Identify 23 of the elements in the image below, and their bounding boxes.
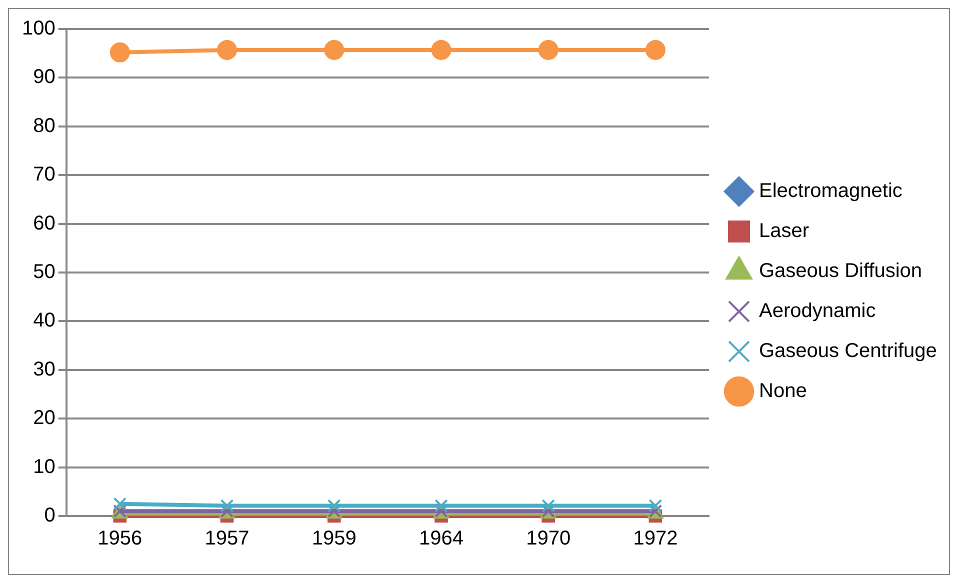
y-tick-label: 20: [33, 407, 56, 430]
legend-label: Electromagnetic: [759, 180, 902, 202]
y-tick-label: 30: [33, 358, 56, 380]
legend-label: Gaseous Centrifuge: [759, 340, 937, 362]
legend-label: Laser: [759, 220, 810, 242]
y-tick-label: 90: [33, 66, 56, 88]
y-tick-label: 70: [33, 164, 56, 186]
legend-label: Aerodynamic: [759, 300, 876, 322]
x-tick-label: 1970: [526, 528, 571, 550]
legend-label: None: [759, 380, 807, 402]
y-tick-label: 10: [33, 456, 56, 478]
legend-label: Gaseous Diffusion: [759, 260, 922, 282]
y-tick-label: 60: [33, 212, 56, 234]
x-tick-label: 1957: [204, 528, 250, 550]
x-tick-label: 1959: [312, 528, 356, 550]
x-tick-label: 1956: [98, 528, 142, 550]
y-tick-label: 0: [44, 504, 56, 527]
y-tick-label: 50: [33, 261, 56, 284]
y-tick-label: 100: [22, 18, 56, 40]
x-tick-label: 1964: [418, 528, 464, 550]
y-tick-label: 40: [33, 310, 56, 332]
x-tick-label: 1972: [633, 528, 678, 550]
y-tick-label: 80: [33, 114, 56, 137]
